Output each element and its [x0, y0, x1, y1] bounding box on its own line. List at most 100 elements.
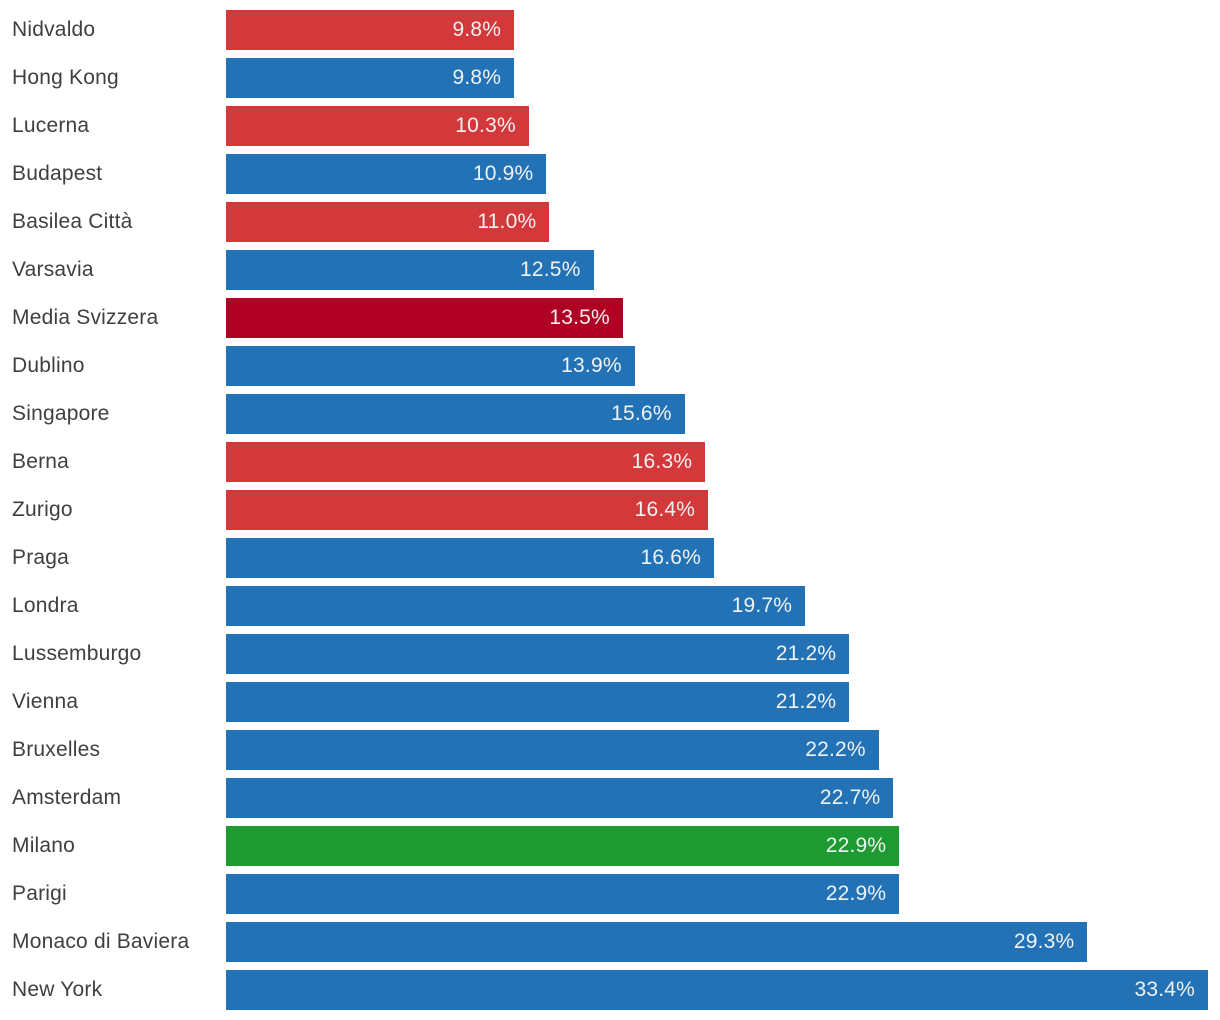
- bar-track: 10.3%: [226, 106, 1208, 146]
- category-label: Dublino: [12, 354, 85, 377]
- category-label: Hong Kong: [12, 66, 119, 89]
- bar-value-label: 10.9%: [472, 162, 534, 185]
- category-label: Budapest: [12, 162, 103, 185]
- chart-row: Praga 16.6%: [0, 538, 1220, 578]
- bar: 21.2%: [226, 634, 850, 674]
- bar-value-label: 19.7%: [731, 594, 793, 617]
- bar-value-label: 15.6%: [611, 402, 672, 425]
- chart-row: Milano 22.9%: [0, 826, 1220, 866]
- bar: 13.9%: [226, 346, 635, 386]
- bar: 16.6%: [226, 538, 715, 578]
- chart-row: Varsavia 12.5%: [0, 250, 1220, 290]
- bar-track: 22.2%: [226, 730, 1208, 770]
- chart-row: Hong Kong 9.8%: [0, 58, 1220, 98]
- bar: 12.5%: [226, 250, 594, 290]
- bar: 9.8%: [226, 10, 515, 50]
- bar: 13.5%: [226, 298, 623, 338]
- chart-row: Londra 19.7%: [0, 586, 1220, 626]
- bar-value-label: 33.4%: [1134, 978, 1195, 1001]
- bar-track: 10.9%: [226, 154, 1208, 194]
- bar: 19.7%: [226, 586, 806, 626]
- chart-row: Singapore 15.6%: [0, 394, 1220, 434]
- bar-value-label: 13.5%: [549, 306, 610, 329]
- bar-track: 33.4%: [226, 970, 1208, 1010]
- bar-value-label: 16.3%: [631, 450, 693, 473]
- category-label: Bruxelles: [12, 738, 101, 761]
- bar: 16.4%: [226, 490, 709, 530]
- bar-track: 9.8%: [226, 58, 1208, 98]
- category-label: Praga: [12, 546, 70, 569]
- bar: 10.3%: [226, 106, 529, 146]
- bar-value-label: 12.5%: [520, 258, 581, 281]
- chart-row: Dublino 13.9%: [0, 346, 1220, 386]
- bar-track: 29.3%: [226, 922, 1208, 962]
- chart-row: Nidvaldo 9.8%: [0, 10, 1220, 50]
- bar-track: 15.6%: [226, 394, 1208, 434]
- bar-value-label: 22.9%: [825, 882, 887, 905]
- category-label: Monaco di Baviera: [12, 930, 190, 953]
- bar: 22.9%: [226, 826, 900, 866]
- category-label: Varsavia: [12, 258, 94, 281]
- category-label: Basilea Città: [12, 210, 133, 233]
- chart-row: Parigi 22.9%: [0, 874, 1220, 914]
- bar-value-label: 13.9%: [561, 354, 622, 377]
- bar: 33.4%: [226, 970, 1208, 1010]
- bar-track: 21.2%: [226, 682, 1208, 722]
- category-label: Lucerna: [12, 114, 90, 137]
- category-label: Media Svizzera: [12, 306, 159, 329]
- bar-value-label: 22.7%: [819, 786, 881, 809]
- bar-value-label: 22.2%: [805, 738, 866, 761]
- chart-row: Zurigo 16.4%: [0, 490, 1220, 530]
- chart-row: Media Svizzera 13.5%: [0, 298, 1220, 338]
- category-label: Nidvaldo: [12, 18, 96, 41]
- bar-value-label: 16.6%: [640, 546, 702, 569]
- bar: 22.2%: [226, 730, 879, 770]
- chart-row: Budapest 10.9%: [0, 154, 1220, 194]
- chart-row: Lussemburgo 21.2%: [0, 634, 1220, 674]
- chart-row: Amsterdam 22.7%: [0, 778, 1220, 818]
- bar-track: 16.4%: [226, 490, 1208, 530]
- category-label: Vienna: [12, 690, 79, 713]
- bar-track: 16.3%: [226, 442, 1208, 482]
- bar-track: 13.5%: [226, 298, 1208, 338]
- chart-row: Basilea Città 11.0%: [0, 202, 1220, 242]
- bar-value-label: 21.2%: [775, 690, 837, 713]
- bar-track: 21.2%: [226, 634, 1208, 674]
- category-label: Parigi: [12, 882, 67, 905]
- bar: 15.6%: [226, 394, 685, 434]
- bar: 29.3%: [226, 922, 1088, 962]
- bar: 16.3%: [226, 442, 706, 482]
- bar-track: 16.6%: [226, 538, 1208, 578]
- category-label: Londra: [12, 594, 79, 617]
- chart-row: Vienna 21.2%: [0, 682, 1220, 722]
- bar: 10.9%: [226, 154, 547, 194]
- category-label: Milano: [12, 834, 76, 857]
- bar-track: 19.7%: [226, 586, 1208, 626]
- bar: 11.0%: [226, 202, 550, 242]
- bar-value-label: 22.9%: [825, 834, 887, 857]
- bar-value-label: 29.3%: [1013, 930, 1075, 953]
- bar-track: 9.8%: [226, 10, 1208, 50]
- bar-track: 22.9%: [226, 874, 1208, 914]
- bar-track: 11.0%: [226, 202, 1208, 242]
- bar-track: 22.9%: [226, 826, 1208, 866]
- bar: 22.7%: [226, 778, 894, 818]
- category-label: Berna: [12, 450, 70, 473]
- bar: 9.8%: [226, 58, 515, 98]
- category-label: Zurigo: [12, 498, 73, 521]
- bar-value-label: 10.3%: [455, 114, 516, 137]
- chart-row: Bruxelles 22.2%: [0, 730, 1220, 770]
- bar-value-label: 16.4%: [634, 498, 696, 521]
- category-label: Lussemburgo: [12, 642, 142, 665]
- chart-row: Lucerna 10.3%: [0, 106, 1220, 146]
- bar-value-label: 11.0%: [477, 210, 537, 233]
- category-label: Singapore: [12, 402, 110, 425]
- bar-track: 13.9%: [226, 346, 1208, 386]
- category-label: New York: [12, 978, 103, 1001]
- bar: 22.9%: [226, 874, 900, 914]
- bar: 21.2%: [226, 682, 850, 722]
- category-label: Amsterdam: [12, 786, 122, 809]
- chart-row: New York 33.4%: [0, 970, 1220, 1010]
- bar-track: 12.5%: [226, 250, 1208, 290]
